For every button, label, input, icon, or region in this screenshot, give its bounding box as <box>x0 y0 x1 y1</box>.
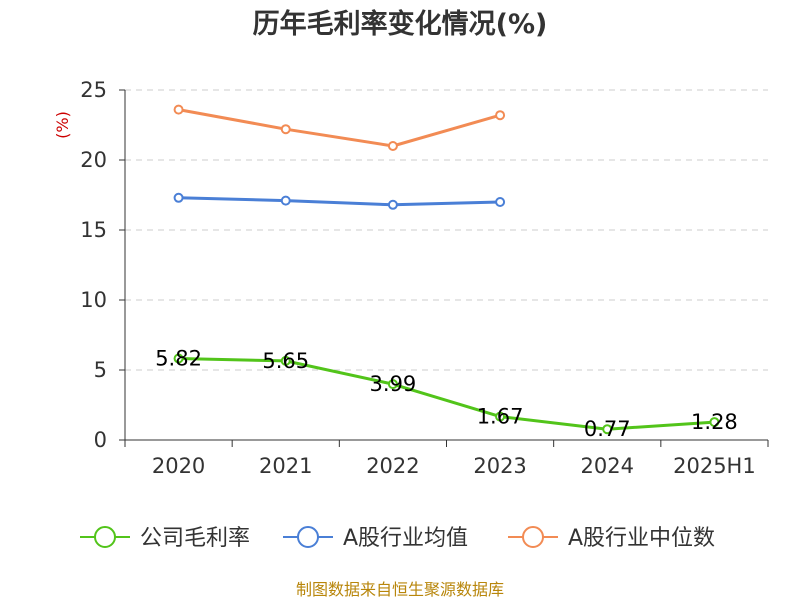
source-note: 制图数据来自恒生聚源数据库 <box>296 580 504 599</box>
series-0 <box>173 353 720 435</box>
x-tick-label: 2023 <box>473 454 526 478</box>
data-point[interactable] <box>173 192 184 203</box>
x-tick-label: 2021 <box>259 454 312 478</box>
data-point[interactable] <box>387 199 398 210</box>
legend-marker <box>94 526 116 548</box>
series-layer <box>173 104 720 435</box>
y-axis-unit: (%) <box>53 111 72 139</box>
legend-marker <box>297 526 319 548</box>
x-tick-label: 2025H1 <box>673 454 756 478</box>
legend: 公司毛利率 A股行业均值 A股行业中位数 <box>80 526 715 551</box>
data-point[interactable] <box>709 417 720 428</box>
x-tick-label: 2020 <box>152 454 205 478</box>
data-point[interactable] <box>173 104 184 115</box>
data-label: 5.82 <box>155 347 202 371</box>
series-line <box>178 108 501 148</box>
y-tick-label: 10 <box>80 288 107 312</box>
series-line <box>178 196 501 207</box>
data-label: 3.99 <box>370 372 417 396</box>
x-tick-label: 2022 <box>366 454 419 478</box>
series-line <box>178 357 715 431</box>
data-label: 0.77 <box>584 417 631 441</box>
data-point[interactable] <box>173 353 184 364</box>
y-tick-label: 0 <box>94 428 107 452</box>
data-point[interactable] <box>280 355 291 366</box>
data-label: 1.67 <box>477 405 524 429</box>
legend-label: A股行业中位数 <box>568 526 715 551</box>
data-point[interactable] <box>387 379 398 390</box>
y-tick-label: 15 <box>80 218 107 242</box>
data-labels: 5.82 5.65 3.99 1.67 0.77 1.28 <box>155 347 738 442</box>
y-tick-label: 25 <box>80 78 107 102</box>
data-point[interactable] <box>495 197 506 207</box>
legend-item-0[interactable]: 公司毛利率 <box>80 526 250 551</box>
legend-label: 公司毛利率 <box>140 526 250 551</box>
data-label: 5.65 <box>262 349 309 373</box>
data-point[interactable] <box>387 141 398 151</box>
legend-item-2[interactable]: A股行业中位数 <box>508 526 715 551</box>
series-1 <box>173 192 506 210</box>
legend-marker <box>522 526 544 548</box>
data-point[interactable] <box>495 411 506 422</box>
y-tick-label: 5 <box>94 358 107 382</box>
data-point[interactable] <box>280 195 291 206</box>
legend-label: A股行业均值 <box>343 526 468 551</box>
data-point[interactable] <box>280 124 291 135</box>
x-tick-label: 2024 <box>581 454 634 478</box>
y-tick-label: 20 <box>80 148 107 172</box>
legend-item-1[interactable]: A股行业均值 <box>283 526 468 551</box>
data-label: 1.28 <box>691 410 738 434</box>
data-point[interactable] <box>602 424 613 435</box>
data-point[interactable] <box>495 110 506 121</box>
series-2 <box>173 104 506 151</box>
grid-lines <box>125 89 768 371</box>
axes: 0 5 10 15 20 25 2020 2021 2022 2023 2024 2025H1 <box>80 78 769 478</box>
chart-title: 历年毛利率变化情况(%) <box>253 8 548 40</box>
